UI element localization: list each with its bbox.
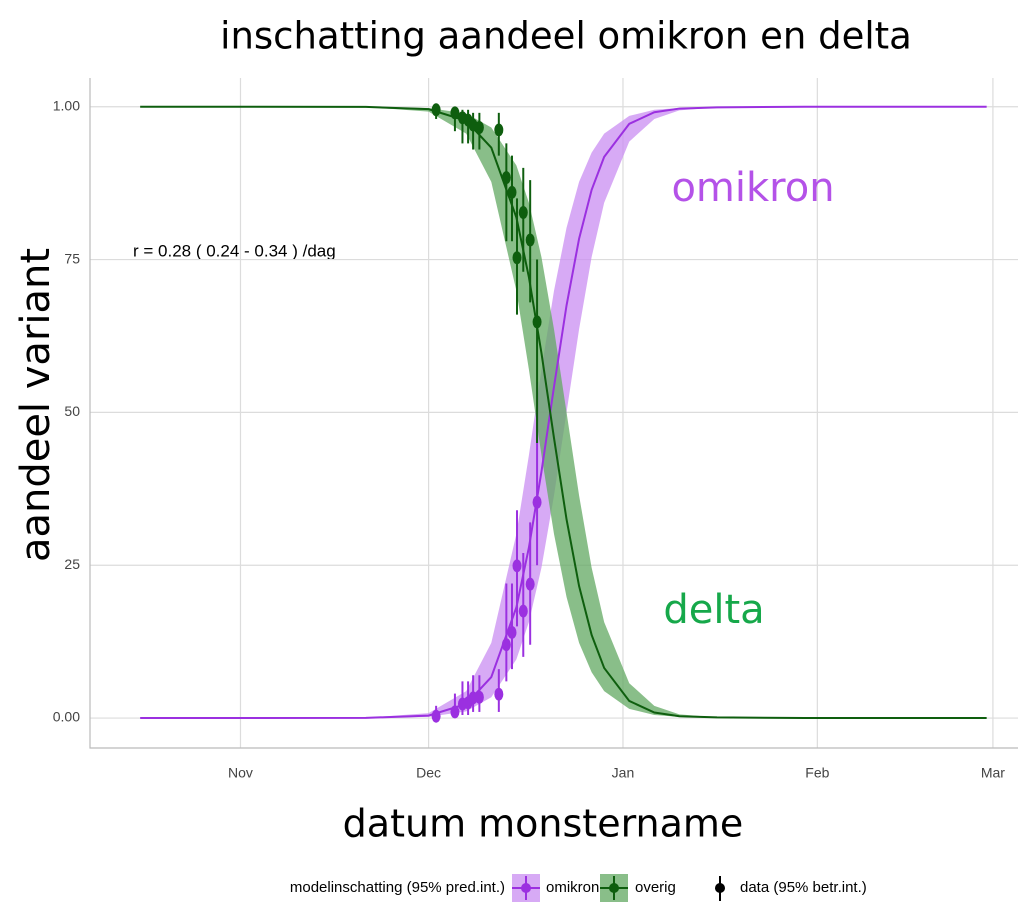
data-point	[431, 709, 441, 723]
data-point	[518, 205, 528, 219]
y-tick-label: 0.00	[53, 709, 80, 725]
x-tick-label: Feb	[805, 765, 829, 781]
data-point	[494, 123, 504, 137]
data-point	[501, 171, 511, 185]
data-point	[507, 185, 517, 199]
legend-title: modelinschatting (95% pred.int.)	[290, 879, 505, 896]
y-tick-label: 75	[64, 250, 80, 266]
x-axis-label: datum monstername	[343, 802, 744, 846]
data-point	[518, 604, 528, 618]
series-label: delta	[663, 587, 764, 633]
data-point	[501, 638, 511, 652]
legend-label: overig	[635, 879, 676, 896]
x-tick-label: Mar	[981, 765, 1005, 781]
data-point	[507, 625, 517, 639]
legend-key	[715, 883, 725, 893]
legend-label: data (95% betr.int.)	[740, 879, 867, 896]
data-point	[532, 315, 542, 329]
data-point	[525, 233, 535, 247]
x-tick-label: Jan	[612, 765, 635, 781]
data-point	[532, 495, 542, 509]
data-point	[450, 106, 460, 120]
chart-title: inschatting aandeel omikron en delta	[220, 15, 912, 58]
y-tick-label: 25	[64, 556, 80, 572]
series-label: omikron	[671, 165, 834, 211]
data-point	[512, 251, 522, 265]
data-point	[474, 690, 484, 704]
y-tick-label: 1.00	[53, 97, 80, 113]
data-point	[474, 121, 484, 135]
annotation: r = 0.28 ( 0.24 - 0.34 ) /dag	[133, 241, 336, 260]
data-point	[525, 577, 535, 591]
y-tick-label: 50	[64, 403, 80, 419]
axis-line	[89, 78, 1018, 749]
data-point	[431, 103, 441, 117]
legend-key	[609, 883, 619, 893]
confidence-band	[140, 106, 987, 719]
legend-label: omikron	[546, 879, 599, 896]
x-tick-label: Nov	[228, 765, 253, 781]
y-axis-label: aandeel variant	[13, 248, 59, 562]
data-point	[512, 559, 522, 573]
data-point	[450, 705, 460, 719]
data-point	[494, 687, 504, 701]
legend-key	[521, 883, 531, 893]
x-tick-label: Dec	[416, 765, 441, 781]
